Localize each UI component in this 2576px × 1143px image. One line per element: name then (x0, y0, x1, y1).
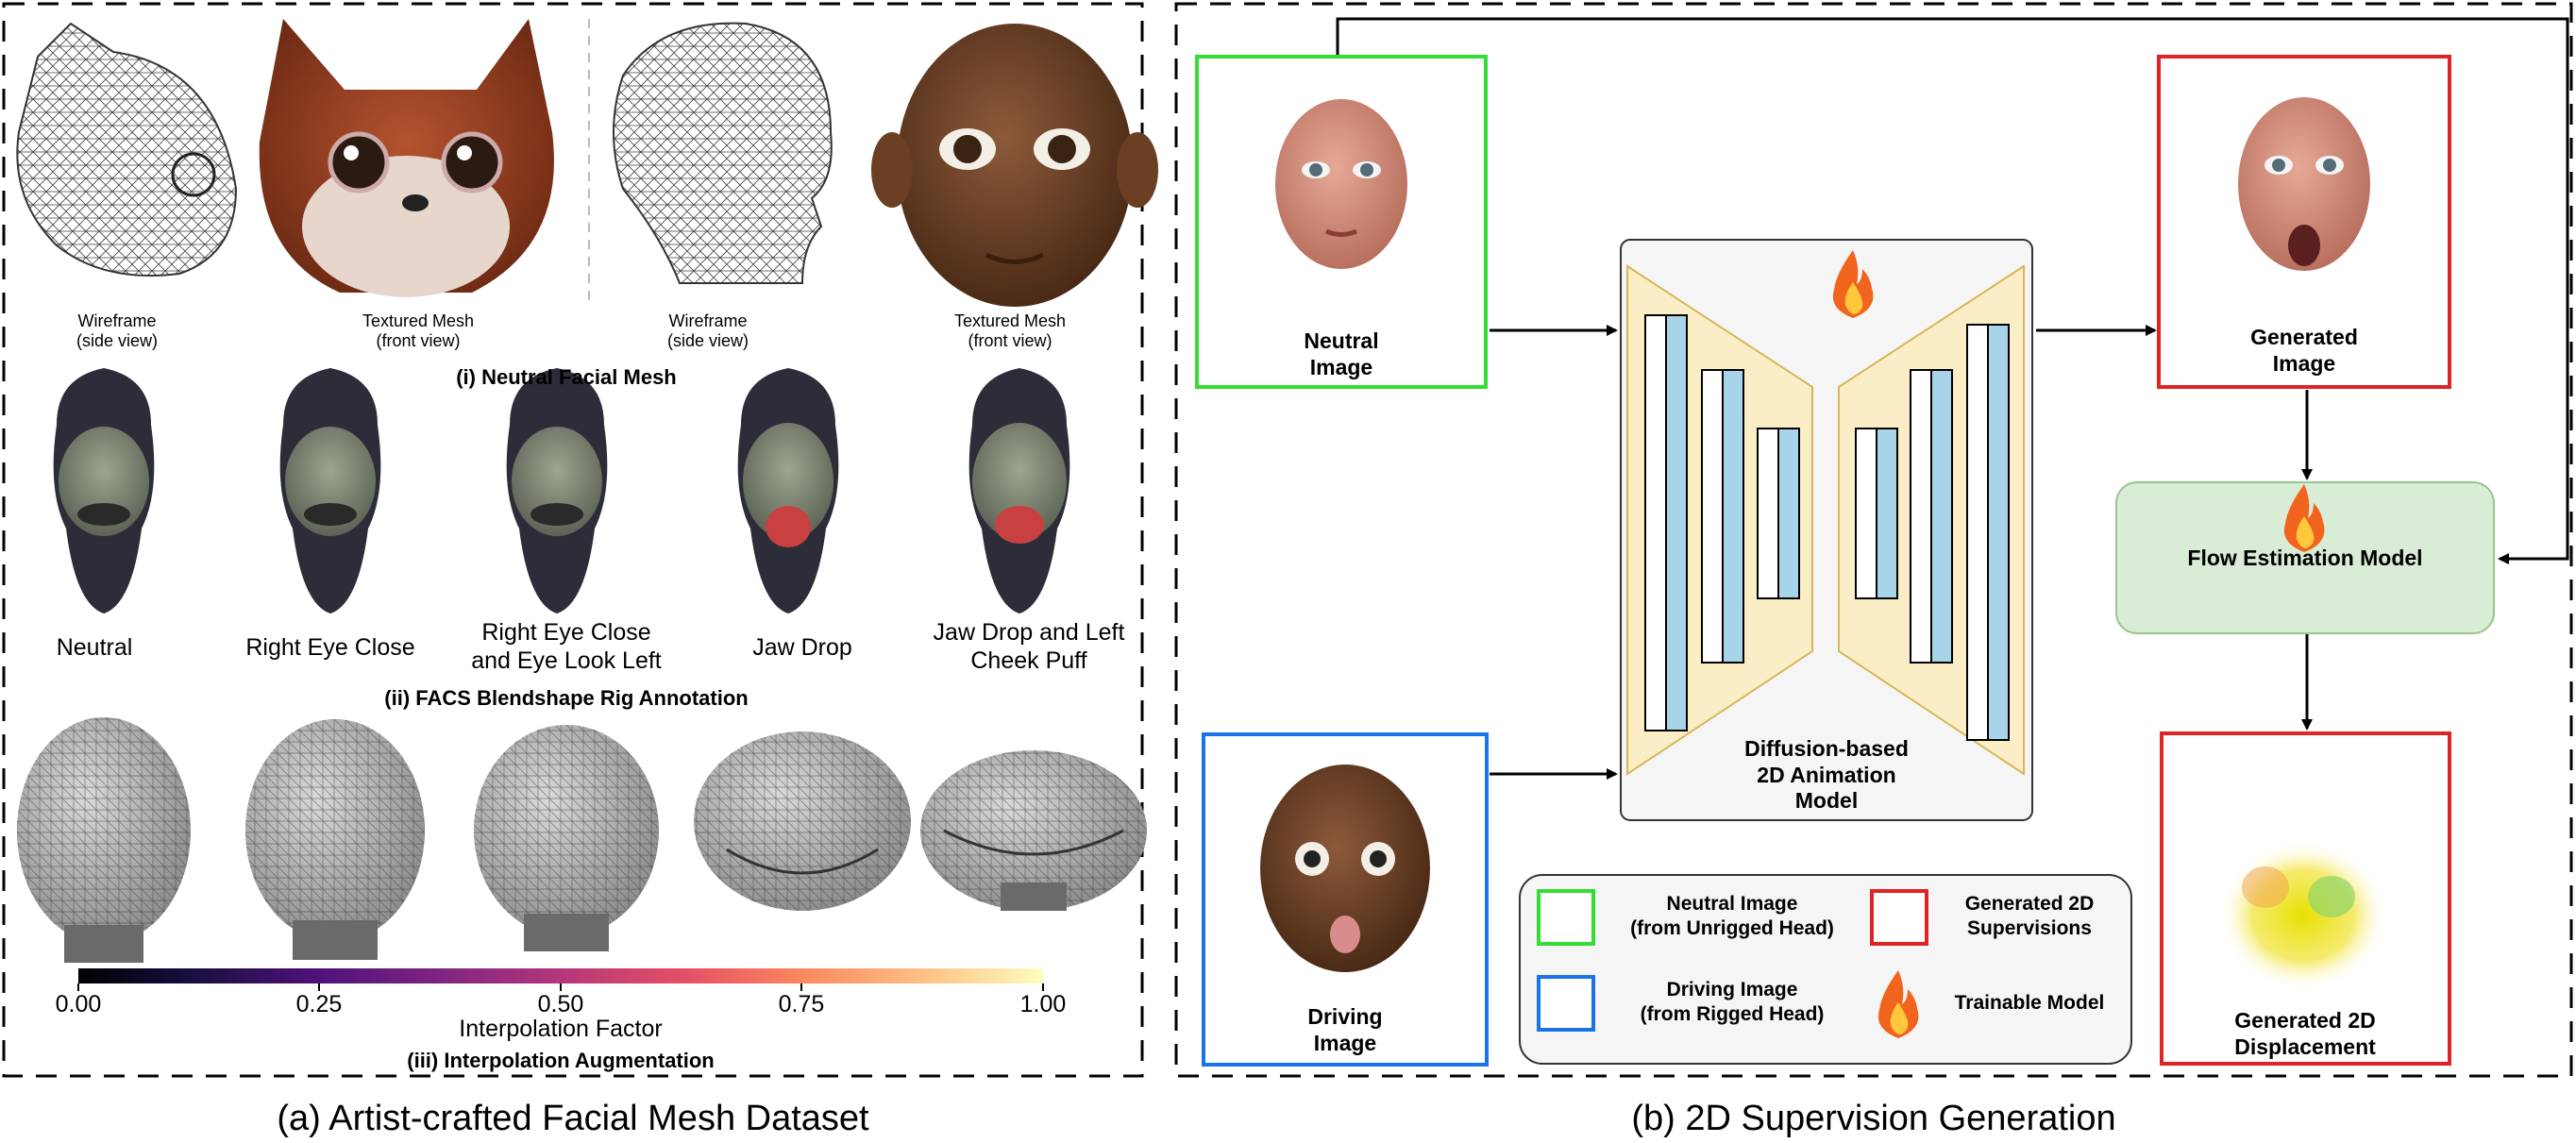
generated-displacement-label: Generated 2D Displacement (2234, 1008, 2376, 1059)
gorilla-head-right-eye-close-look-left (506, 368, 608, 614)
generated-image-label: Generated Image (2250, 325, 2358, 376)
legend-driving-label: Driving Image (from Rigged Head) (1640, 979, 1825, 1026)
expression-label-right-eye-close: Right Eye Close (245, 634, 415, 661)
gorilla-head-jaw-drop (737, 368, 839, 614)
mesh-label-panda-textured: Textured Mesh (front view) (362, 311, 475, 351)
facs-caption: (ii) FACS Blendshape Rig Annotation (384, 686, 749, 710)
generated-face-image (2238, 97, 2370, 271)
red-panda-textured-image (259, 19, 554, 297)
expression-label-jaw-drop-cheek-puff: Jaw Drop and Left Cheek Puff (933, 619, 1125, 674)
neutral-image-label: Neutral Image (1304, 328, 1379, 379)
flow-estimation-model-box (2115, 481, 2495, 634)
expression-label-jaw-drop: Jaw Drop (752, 634, 852, 661)
legend-trainable-label: Trainable Model (1954, 992, 2105, 1014)
interpolation-head-4 (694, 731, 911, 911)
flame-icon (2283, 484, 2325, 552)
driving-image-label: Driving Image (1307, 1004, 1383, 1055)
flow-arrows (1336, 17, 2569, 780)
mesh-label-human-textured: Textured Mesh (front view) (953, 311, 1067, 351)
colorbar-tick-1: 0.25 (295, 991, 343, 1017)
legend-generated-swatch (1870, 889, 1928, 946)
panel-b-caption: (b) 2D Supervision Generation (1631, 1099, 2116, 1138)
colorbar-axis-label: Interpolation Factor (459, 1016, 663, 1042)
displacement-map-image (2218, 840, 2388, 991)
legend-neutral-swatch (1537, 889, 1595, 946)
unet-encoder (1626, 264, 1813, 776)
colorbar-tick-2: 0.50 (537, 991, 584, 1017)
expression-label-neutral: Neutral (56, 634, 133, 661)
colorbar-tick-3: 0.75 (778, 991, 825, 1017)
legend-generated-label: Generated 2D Supervisions (1964, 893, 2095, 940)
interpolation-head-5 (920, 750, 1147, 911)
interpolation-head-2 (245, 719, 425, 960)
panel-b-border (1174, 2, 2573, 1078)
colorbar-ticks (77, 983, 1044, 991)
legend-neutral-label: Neutral Image (from Unrigged Head) (1630, 893, 1834, 940)
legend-box (1519, 874, 2132, 1065)
interpolation-head-3 (474, 725, 659, 951)
panel-a-caption: (a) Artist-crafted Facial Mesh Dataset (277, 1099, 869, 1138)
legend-driving-swatch (1537, 975, 1595, 1032)
mesh-label-cat-wireframe: Wireframe (side view) (76, 311, 159, 351)
colorbar-tick-4: 1.00 (1019, 991, 1067, 1017)
human-wireframe-image (613, 22, 833, 284)
flow-estimation-model-label: Flow Estimation Model (2187, 546, 2423, 570)
expression-label-right-eye-close-look-left: Right Eye Close and Eye Look Left (471, 619, 662, 674)
interpolation-colorbar (78, 968, 1043, 983)
gorilla-head-jaw-drop-cheek-puff (968, 368, 1070, 614)
neutral-face-image (1275, 99, 1407, 269)
diffusion-model-label: Diffusion-based 2D Animation Model (1744, 736, 1909, 814)
colorbar-tick-0: 0.00 (55, 991, 102, 1017)
panel-a-border (2, 2, 1144, 1078)
driving-face-image (1260, 765, 1430, 972)
neutral-mesh-caption: (i) Neutral Facial Mesh (456, 365, 677, 389)
human-textured-image (871, 24, 1158, 307)
interpolation-caption: (iii) Interpolation Augmentation (407, 1049, 715, 1072)
flame-icon (1877, 970, 1919, 1038)
mesh-label-human-wireframe: Wireframe (side view) (666, 311, 749, 351)
interpolation-head-1 (17, 717, 191, 963)
cat-wireframe-image (16, 22, 238, 277)
gorilla-head-neutral (53, 368, 155, 614)
gorilla-head-right-eye-close (279, 368, 381, 614)
flame-icon (1832, 250, 1874, 318)
unet-decoder (1838, 264, 2025, 776)
